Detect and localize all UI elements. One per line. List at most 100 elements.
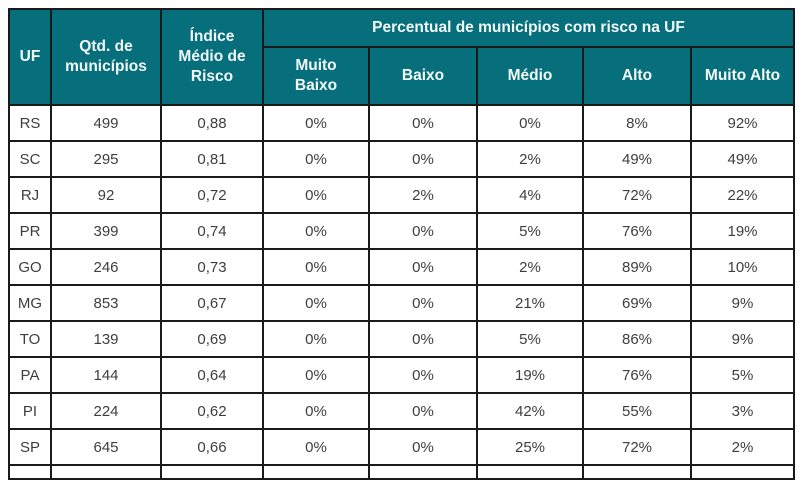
cell-alto: 49% (582, 140, 692, 178)
col-header-medio: Médio (476, 46, 584, 106)
header-row-levels: Muito Baixo Baixo Médio Alto Muito Alto (9, 46, 795, 106)
cell-muito-alto: 5% (690, 356, 795, 394)
cell-empty (368, 464, 478, 480)
table-row: PA 144 0,64 0% 0% 19% 76% 5% (8, 356, 795, 394)
cell-medio: 2% (476, 140, 584, 178)
cell-empty (690, 464, 795, 480)
cell-qtd-municipios: 399 (50, 212, 162, 250)
col-header-muito-baixo: Muito Baixo (262, 46, 370, 106)
table-row: RJ 92 0,72 0% 2% 4% 72% 22% (8, 176, 795, 214)
cell-baixo: 0% (368, 248, 478, 286)
table-body-partial (8, 464, 795, 480)
cell-qtd-municipios: 92 (50, 176, 162, 214)
cell-indice-medio-risco: 0,81 (160, 140, 264, 178)
cell-alto: 76% (582, 212, 692, 250)
col-header-uf: UF (8, 8, 52, 106)
cell-indice-medio-risco: 0,66 (160, 428, 264, 466)
cell-muito-baixo: 0% (262, 320, 370, 358)
cell-baixo: 0% (368, 320, 478, 358)
cell-muito-alto: 2% (690, 428, 795, 466)
cell-uf: PI (8, 392, 52, 430)
cell-alto: 72% (582, 428, 692, 466)
cell-qtd-municipios: 246 (50, 248, 162, 286)
cell-qtd-municipios: 139 (50, 320, 162, 358)
cell-indice-medio-risco: 0,67 (160, 284, 264, 322)
cell-empty (160, 464, 264, 480)
cell-muito-alto: 3% (690, 392, 795, 430)
cell-indice-medio-risco: 0,69 (160, 320, 264, 358)
col-header-alto: Alto (582, 46, 692, 106)
header-row-group: UF Qtd. de municípios Índice Médio de Ri… (8, 8, 795, 106)
cell-alto: 55% (582, 392, 692, 430)
cell-empty (50, 464, 162, 480)
cell-indice-medio-risco: 0,72 (160, 176, 264, 214)
cell-qtd-municipios: 144 (50, 356, 162, 394)
cell-qtd-municipios: 224 (50, 392, 162, 430)
cell-baixo: 2% (368, 176, 478, 214)
cell-baixo: 0% (368, 284, 478, 322)
cell-baixo: 0% (368, 392, 478, 430)
cell-alto: 89% (582, 248, 692, 286)
cell-medio: 0% (476, 104, 584, 142)
cell-indice-medio-risco: 0,62 (160, 392, 264, 430)
cell-muito-baixo: 0% (262, 140, 370, 178)
cell-uf: PR (8, 212, 52, 250)
cell-muito-baixo: 0% (262, 392, 370, 430)
cell-baixo: 0% (368, 356, 478, 394)
table-row: SC 295 0,81 0% 0% 2% 49% 49% (8, 140, 795, 178)
table-row: MG 853 0,67 0% 0% 21% 69% 9% (8, 284, 795, 322)
cell-empty (262, 464, 370, 480)
cell-qtd-municipios: 499 (50, 104, 162, 142)
cell-muito-alto: 19% (690, 212, 795, 250)
cell-medio: 4% (476, 176, 584, 214)
cell-alto: 69% (582, 284, 692, 322)
cell-medio: 25% (476, 428, 584, 466)
risk-table-container: UF Qtd. de municípios Índice Médio de Ri… (8, 8, 795, 480)
table-row: PI 224 0,62 0% 0% 42% 55% 3% (8, 392, 795, 430)
cell-muito-alto: 9% (690, 284, 795, 322)
col-header-qtd-municipios: Qtd. de municípios (50, 8, 162, 106)
cell-uf: RJ (8, 176, 52, 214)
cell-muito-baixo: 0% (262, 428, 370, 466)
cell-indice-medio-risco: 0,74 (160, 212, 264, 250)
cell-uf: SC (8, 140, 52, 178)
cell-empty (476, 464, 584, 480)
table-row: GO 246 0,73 0% 0% 2% 89% 10% (8, 248, 795, 286)
cell-muito-baixo: 0% (262, 104, 370, 142)
cell-muito-alto: 92% (690, 104, 795, 142)
table-row: RS 499 0,88 0% 0% 0% 8% 92% (8, 104, 795, 142)
cell-muito-alto: 22% (690, 176, 795, 214)
cell-medio: 21% (476, 284, 584, 322)
cell-muito-alto: 10% (690, 248, 795, 286)
cell-baixo: 0% (368, 140, 478, 178)
cell-qtd-municipios: 295 (50, 140, 162, 178)
cell-baixo: 0% (368, 104, 478, 142)
cell-qtd-municipios: 645 (50, 428, 162, 466)
col-header-baixo: Baixo (368, 46, 478, 106)
cell-indice-medio-risco: 0,73 (160, 248, 264, 286)
cell-medio: 2% (476, 248, 584, 286)
cell-qtd-municipios: 853 (50, 284, 162, 322)
table-header: UF Qtd. de municípios Índice Médio de Ri… (8, 8, 795, 106)
cell-muito-baixo: 0% (262, 356, 370, 394)
cell-indice-medio-risco: 0,64 (160, 356, 264, 394)
col-header-muito-alto: Muito Alto (690, 46, 795, 106)
cell-baixo: 0% (368, 212, 478, 250)
cell-medio: 5% (476, 320, 584, 358)
cell-alto: 76% (582, 356, 692, 394)
cell-empty (582, 464, 692, 480)
cell-uf: MG (8, 284, 52, 322)
cell-empty (8, 464, 52, 480)
cell-muito-baixo: 0% (262, 248, 370, 286)
cell-baixo: 0% (368, 428, 478, 466)
cell-muito-alto: 9% (690, 320, 795, 358)
table-body: RS 499 0,88 0% 0% 0% 8% 92% SC 295 0,81 0% 0% 2% 49% 49… (8, 104, 795, 466)
cell-medio: 42% (476, 392, 584, 430)
cell-muito-alto: 49% (690, 140, 795, 178)
cell-medio: 19% (476, 356, 584, 394)
cell-indice-medio-risco: 0,88 (160, 104, 264, 142)
table-row: SP 645 0,66 0% 0% 25% 72% 2% (8, 428, 795, 466)
cell-alto: 86% (582, 320, 692, 358)
cell-medio: 5% (476, 212, 584, 250)
cell-alto: 72% (582, 176, 692, 214)
